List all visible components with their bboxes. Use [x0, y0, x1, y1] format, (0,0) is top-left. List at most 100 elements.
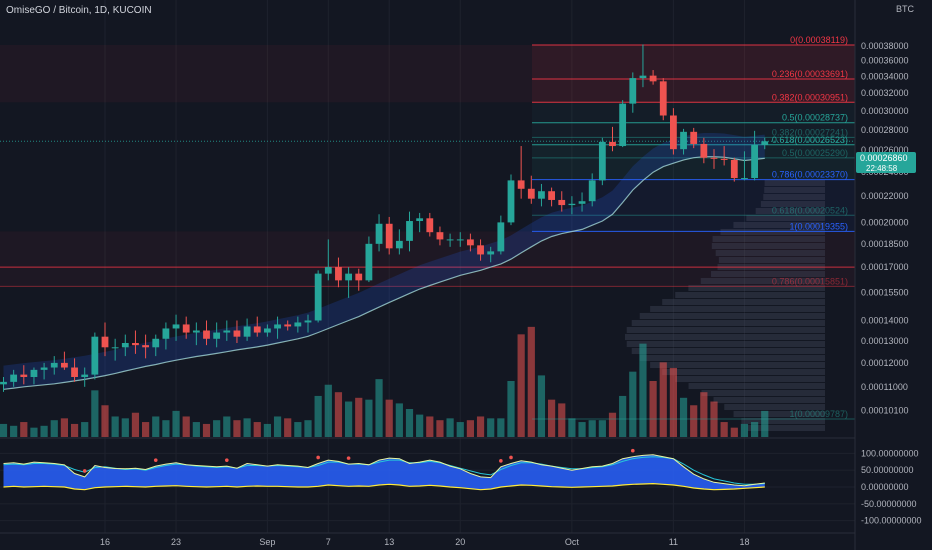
- candle-body: [264, 328, 271, 333]
- volume-profile-bar: [688, 383, 825, 389]
- volume-profile-bar: [718, 257, 825, 263]
- candle: [467, 233, 474, 252]
- volume-bar: [669, 367, 677, 437]
- candle-body: [81, 374, 89, 377]
- volume-bar: [476, 416, 485, 437]
- candle-body: [700, 143, 708, 158]
- volume-bar: [751, 422, 759, 437]
- current-price: 0.00026860: [860, 153, 908, 163]
- candle-body: [456, 239, 464, 241]
- candle-body: [517, 180, 525, 189]
- candle-body: [304, 320, 312, 323]
- volume-bar: [284, 418, 292, 437]
- fib-level-label: 0.5(0.00025290): [782, 148, 848, 158]
- volume-bar: [365, 399, 373, 437]
- candle-body: [253, 326, 261, 333]
- volume-bar: [649, 381, 657, 437]
- candle-body: [436, 232, 444, 240]
- osc-signal-dot: [153, 458, 158, 462]
- candle-body: [426, 218, 434, 233]
- osc-signal-line: [3, 456, 765, 485]
- candle-body: [558, 199, 566, 206]
- candle-body: [730, 159, 738, 179]
- candle-body: [20, 374, 28, 377]
- candle: [690, 127, 698, 149]
- volume-bar: [659, 362, 667, 437]
- chart-title: OmiseGO / Bitcoin, 1D, KUCOIN: [6, 5, 152, 16]
- candles: [0, 44, 769, 392]
- candle: [345, 267, 352, 298]
- currency-label: BTC: [896, 4, 915, 14]
- candle: [406, 211, 413, 252]
- candle: [649, 70, 657, 85]
- candle: [538, 183, 545, 207]
- candle: [578, 192, 586, 212]
- candle-body: [710, 157, 718, 159]
- osc-area: [3, 454, 765, 490]
- candle-body: [30, 369, 38, 377]
- candle: [213, 322, 221, 348]
- candle: [710, 149, 718, 169]
- candle-body: [609, 141, 616, 147]
- candle-body: [639, 75, 647, 79]
- volume-bar: [548, 399, 556, 437]
- price-tick-label: 0.00028000: [861, 125, 909, 135]
- fib-level-label: 1(0.00009787): [789, 409, 848, 419]
- volume-bar: [395, 403, 403, 437]
- candle-body: [71, 367, 78, 377]
- candle-body: [761, 141, 769, 145]
- volume-bar: [446, 418, 454, 437]
- volume-bar: [517, 334, 525, 437]
- candle-body: [121, 343, 129, 348]
- candle: [223, 320, 231, 341]
- candle: [700, 137, 708, 164]
- candle: [670, 108, 677, 155]
- osc-tick-label: 0.00000000: [861, 482, 909, 492]
- volume-bar: [243, 418, 251, 437]
- price-tick-label: 0.00032000: [861, 88, 909, 98]
- candle-body: [588, 180, 596, 202]
- candle-body: [142, 345, 149, 348]
- price-tick-label: 0.00020000: [861, 217, 909, 227]
- candle-body: [345, 273, 352, 281]
- volume-bar: [182, 416, 190, 437]
- volume-profile-bar: [675, 376, 825, 382]
- volume-profile-bar: [711, 243, 825, 249]
- volume-bar: [345, 401, 353, 437]
- candle: [497, 215, 505, 255]
- candle: [741, 151, 748, 181]
- candle: [203, 320, 210, 346]
- osc-signal-dot: [346, 456, 351, 460]
- osc-signal-dot: [82, 469, 87, 473]
- candle-body: [213, 332, 221, 339]
- volume-profile-bar: [650, 306, 825, 312]
- volume-bar: [578, 422, 586, 437]
- osc-signal-dot: [631, 448, 635, 453]
- volume-bar: [588, 420, 596, 437]
- candle: [324, 239, 332, 281]
- candle-body: [111, 347, 119, 349]
- candle-body: [598, 141, 606, 181]
- candle: [680, 128, 687, 155]
- candle-body: [507, 180, 515, 223]
- price-tick-label: 0.00022000: [861, 191, 909, 201]
- ma-line: [3, 156, 765, 390]
- candle: [558, 191, 566, 212]
- fib-level-label: 0(0.00038119): [790, 35, 848, 45]
- osc-tick-label: -100.00000000: [861, 516, 922, 526]
- candle: [253, 316, 261, 337]
- volume-profile-bar: [747, 425, 825, 431]
- volume-profile-bar: [639, 355, 825, 361]
- candle-body: [629, 78, 637, 104]
- candle: [527, 175, 535, 204]
- volume-bar: [30, 427, 38, 437]
- price-tick-label: 0.00011000: [861, 382, 908, 392]
- volume-profile-bar: [711, 271, 825, 277]
- volume-bar: [466, 420, 474, 437]
- volume-bar: [152, 416, 160, 437]
- volume-profile-bar: [675, 292, 825, 298]
- candle: [172, 314, 180, 341]
- volume-bar: [537, 375, 546, 437]
- price-axis: 0.00038000 0.00036000 0.00034000 0.00032000…: [861, 41, 922, 526]
